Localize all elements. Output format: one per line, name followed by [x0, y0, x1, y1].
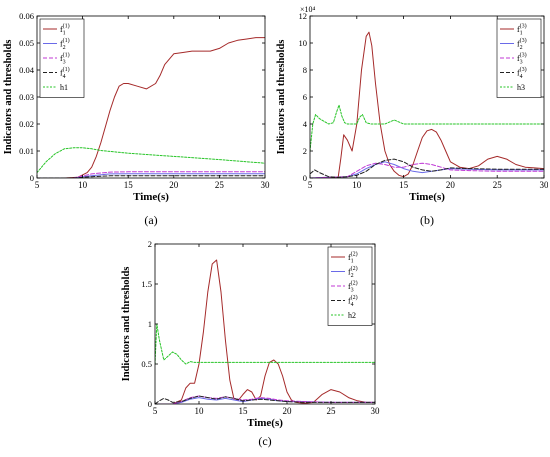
- chart-a-ytick-label-3: 0.03: [19, 92, 34, 102]
- chart-a-legend-label-1: f1(1): [60, 23, 70, 37]
- chart-panel-a: 5 10 15 20 25 30 0 0.01 0.02 0.03 0.04 0.05 0.06 Time…: [0, 0, 272, 237]
- chart-b-series-4-line: [310, 158, 544, 178]
- chart-c-series-1-line: [155, 259, 375, 404]
- chart-c-ytick-label-2: 1: [148, 319, 152, 329]
- chart-a-legend-label-2: f2(1): [60, 37, 70, 51]
- chart-a-ytick-label-1: 0.01: [19, 146, 34, 156]
- chart-c-caption: (c): [258, 434, 271, 448]
- chart-c-ytick-label-4: 2: [148, 239, 152, 249]
- chart-c-ylabel: Indicators and thresholds: [121, 267, 132, 382]
- chart-c-xtick-label-1: 10: [195, 406, 205, 416]
- chart-c-legend-label-1: f1(2): [348, 251, 358, 265]
- chart-a-legend-box: [39, 18, 85, 98]
- chart-a-legend-label-5: h1: [60, 83, 68, 92]
- chart-c-ytick-label-0: 0: [148, 399, 152, 409]
- chart-b-legend-label-5: h3: [517, 83, 525, 92]
- chart-a-caption: (a): [144, 213, 157, 227]
- chart-b-series-2-line: [310, 161, 544, 178]
- chart-b-ytick-label-3: 6: [303, 92, 307, 102]
- chart-b-series-3-line: [310, 162, 544, 178]
- chart-a-xlabel: Time(s): [133, 191, 169, 203]
- chart-b-ytick-label-5: 10: [299, 38, 308, 48]
- chart-c-legend: f1(2)f2(2)f3(2)f4(2) h2: [327, 246, 373, 326]
- chart-b-ytick-label-0: 0: [303, 173, 307, 183]
- chart-a-series-3-line: [37, 171, 265, 178]
- chart-a-xtick-label-3: 20: [169, 180, 179, 190]
- chart-b-legend-label-2: f2(3): [517, 37, 527, 51]
- chart-b-legend: f1(3)f2(3)f3(3)f4(3) h3: [496, 18, 542, 98]
- chart-a-legend: f1(1)f2(1)f3(1)f4(1) h1: [39, 18, 85, 98]
- chart-c-xlabel: Time(s): [247, 417, 283, 429]
- chart-b-legend-box: [496, 18, 542, 98]
- chart-a-xtick-label-4: 25: [215, 180, 225, 190]
- chart-c-xtick-label-2: 15: [239, 406, 249, 416]
- chart-b-ytick-label-6: 12: [299, 11, 308, 21]
- chart-b-series-1-line: [310, 31, 544, 178]
- chart-b-xtick-label-4: 25: [493, 180, 503, 190]
- chart-b-scale-note: ×10⁴: [300, 5, 316, 14]
- chart-a-legend-label-4: f4(1): [60, 66, 70, 80]
- chart-b-ylabel: Indicators and thresholds: [276, 40, 287, 155]
- chart-a-series-5-line: [37, 147, 265, 174]
- chart-b-xtick-label-1: 10: [352, 180, 362, 190]
- chart-a-xtick-label-0: 5: [35, 180, 40, 190]
- chart-b-svg: 5 10 15 20 25 30 0 2 4 6 8 10 12×10⁴ Time(s) Indicator…: [276, 5, 549, 227]
- chart-a-xtick-label-5: 30: [261, 180, 271, 190]
- chart-b-series-5-line: [310, 104, 544, 152]
- chart-b-ytick-label-1: 2: [303, 146, 307, 156]
- chart-a-xtick-label-2: 15: [124, 180, 134, 190]
- chart-b-lines: [310, 31, 544, 178]
- chart-b-ytick-label-4: 8: [303, 65, 307, 75]
- chart-a-xtick-label-1: 10: [78, 180, 88, 190]
- chart-b-caption: (b): [420, 213, 434, 227]
- chart-b-xtick-label-3: 20: [446, 180, 456, 190]
- chart-c-xtick-label-0: 5: [153, 406, 158, 416]
- chart-panel-c: 5 10 15 20 25 30 0 0.5 1 1.5 2 Time(s) Indicators an…: [118, 232, 390, 457]
- chart-c-ytick-label-1: 0.5: [141, 359, 152, 369]
- chart-b-xtick-label-0: 5: [308, 180, 313, 190]
- chart-b-legend-label-3: f3(3): [517, 52, 527, 66]
- chart-a-ytick-label-2: 0.02: [19, 119, 34, 129]
- chart-panel-b: 5 10 15 20 25 30 0 2 4 6 8 10 12 ×10⁴ Time(s) Indicator…: [276, 0, 549, 237]
- chart-b-xtick-label-5: 30: [540, 180, 549, 190]
- chart-c-xtick-label-3: 20: [283, 406, 293, 416]
- chart-a-series-1-line: [37, 37, 265, 178]
- chart-c-lines: [155, 259, 375, 404]
- chart-a-legend-label-3: f3(1): [60, 52, 70, 66]
- chart-b-ytick-label-2: 4: [303, 119, 308, 129]
- chart-b-xtick-label-2: 15: [399, 180, 409, 190]
- chart-c-legend-label-3: f3(2): [348, 280, 358, 294]
- chart-c-xtick-label-5: 30: [371, 406, 381, 416]
- chart-a-ytick-label-0: 0: [30, 173, 34, 183]
- chart-a-ytick-label-5: 0.05: [19, 38, 34, 48]
- chart-a-svg: 5 10 15 20 25 30 0 0.01 0.02 0.03 0.04 0.05 0.06 Time…: [3, 11, 271, 227]
- chart-c-xtick-label-4: 25: [327, 406, 337, 416]
- chart-c-series-5-line: [155, 323, 375, 365]
- chart-c-legend-box: [327, 246, 373, 326]
- chart-a-ytick-label-6: 0.06: [19, 11, 34, 21]
- chart-c-series-4-line: [155, 395, 375, 404]
- chart-b-legend-label-1: f1(3): [517, 23, 527, 37]
- chart-b-xlabel: Time(s): [409, 191, 445, 203]
- chart-c-ytick-label-3: 1.5: [141, 279, 152, 289]
- chart-c-svg: 5 10 15 20 25 30 0 0.5 1 1.5 2 Time(s) Indicators an…: [121, 239, 381, 448]
- chart-c-legend-label-4: f4(2): [348, 294, 358, 308]
- chart-a-ylabel: Indicators and thresholds: [3, 40, 14, 155]
- chart-a-ytick-label-4: 0.04: [19, 65, 35, 75]
- chart-b-legend-label-4: f4(3): [517, 66, 527, 80]
- chart-c-legend-label-5: h2: [348, 311, 356, 320]
- chart-c-legend-label-2: f2(2): [348, 265, 358, 279]
